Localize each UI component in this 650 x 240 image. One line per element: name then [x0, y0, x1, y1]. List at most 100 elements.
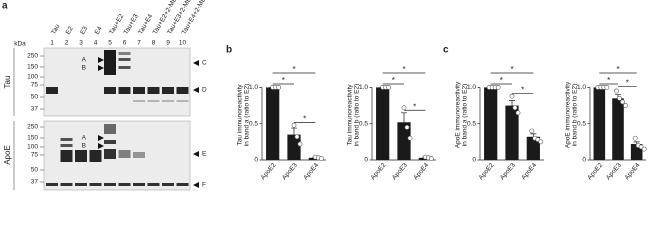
- lane-number: 4: [94, 40, 98, 47]
- y-tick-label: 0: [254, 157, 258, 164]
- band: [118, 66, 131, 69]
- data-point: [401, 105, 407, 111]
- lane-number: 3: [79, 40, 83, 47]
- arrow: [193, 87, 199, 93]
- data-point: [632, 135, 638, 141]
- bar: [287, 134, 301, 160]
- band: [133, 100, 145, 102]
- bar: [266, 87, 280, 160]
- band: [118, 58, 131, 61]
- x-tick-label: ApoE3: [499, 162, 517, 182]
- x-tick-label: ApoE3: [605, 162, 623, 182]
- data-point: [291, 122, 297, 128]
- band: [118, 150, 131, 158]
- band: [89, 150, 102, 162]
- error-bar: [291, 127, 297, 135]
- band: [104, 149, 116, 159]
- band: [104, 140, 116, 144]
- panel-label: b: [226, 45, 232, 56]
- bar: [484, 87, 498, 160]
- x-tick-label: ApoE4: [624, 162, 642, 182]
- x-tick-label: ApoE3: [391, 162, 409, 182]
- x-tick-label: ApoE2: [260, 162, 278, 182]
- y-tick-label: 1.0: [577, 84, 586, 91]
- data-point: [604, 85, 610, 90]
- bar: [505, 105, 519, 160]
- y-axis-label: in band a (ratio to E2): [462, 84, 469, 147]
- kda-marker: 50: [31, 94, 39, 101]
- x-tick-label: ApoE2: [370, 162, 388, 182]
- error-bar: [401, 112, 407, 123]
- data-point: [404, 124, 410, 130]
- x-tick-label: ApoE4: [520, 162, 538, 182]
- band: [60, 138, 73, 141]
- kda-marker: 100: [27, 144, 38, 151]
- x-tick-label: ApoE2: [478, 162, 496, 182]
- bar: [376, 87, 390, 160]
- band: [75, 183, 87, 186]
- lane-label: E3: [79, 25, 89, 36]
- kda-marker: 50: [31, 167, 39, 174]
- data-point: [495, 85, 501, 90]
- blot-label: ApoE: [3, 145, 12, 165]
- band-label: E: [202, 151, 207, 158]
- band: [133, 183, 145, 186]
- significance-label: *: [607, 76, 610, 85]
- arrow: [98, 143, 104, 149]
- arrow: [98, 57, 104, 63]
- error-bar: [530, 133, 537, 137]
- band: [104, 124, 116, 134]
- band: [75, 150, 87, 162]
- panel-label: c: [443, 45, 449, 56]
- y-tick-label: 1.0: [359, 84, 368, 91]
- arrow: [98, 65, 104, 71]
- y-axis-label: Tau immunoreactivity: [347, 84, 354, 146]
- y-axis-label: in band b (ratio to E2): [354, 84, 361, 147]
- band: [118, 52, 131, 55]
- band: [104, 183, 116, 186]
- y-tick-label: 0: [582, 157, 586, 164]
- data-point: [512, 105, 518, 111]
- significance-label: *: [303, 115, 306, 124]
- band-label: B: [82, 143, 86, 150]
- band-label: D: [202, 87, 207, 94]
- y-axis-label: Tau immunoreactivity: [237, 84, 244, 146]
- y-axis-label: in band a (ratio to E2): [244, 84, 251, 147]
- significance-label: *: [292, 65, 295, 74]
- band: [118, 183, 131, 186]
- bar: [397, 122, 411, 160]
- data-point: [529, 128, 535, 134]
- band: [60, 183, 73, 186]
- x-tick-label: ApoE2: [586, 162, 604, 182]
- data-point: [641, 146, 647, 152]
- significance-label: *: [282, 76, 285, 85]
- band: [147, 183, 160, 186]
- y-axis-label: in band b (ratio to E2): [572, 84, 579, 147]
- band: [176, 183, 189, 186]
- bar: [526, 136, 540, 160]
- y-tick-label: 0.5: [359, 120, 368, 127]
- y-axis-label: ApoE immunoreactivity: [565, 81, 572, 148]
- kda-marker: 150: [27, 64, 38, 71]
- lane-number: 8: [152, 40, 156, 47]
- significance-label: *: [402, 65, 405, 74]
- kda-marker: 75: [31, 152, 39, 159]
- lane-label: E4: [94, 25, 104, 36]
- band: [147, 100, 160, 102]
- kda-marker: 100: [27, 74, 38, 81]
- kda-marker: 37: [31, 106, 39, 113]
- band-label: F: [202, 182, 206, 189]
- lane-label: Tau: [50, 23, 61, 36]
- y-tick-label: 0.5: [577, 120, 586, 127]
- band: [118, 87, 131, 94]
- band-label: A: [82, 57, 87, 64]
- data-point: [297, 141, 303, 147]
- band: [147, 87, 160, 94]
- significance-label: *: [413, 102, 416, 111]
- data-point: [538, 139, 544, 145]
- data-point: [276, 85, 282, 90]
- data-point: [614, 88, 619, 94]
- figure: akDaTau1E22E33E44Tau+E25Tau+E36Tau+E47Ta…: [2, 0, 647, 191]
- lane-number: 9: [166, 40, 170, 47]
- data-point: [407, 135, 413, 141]
